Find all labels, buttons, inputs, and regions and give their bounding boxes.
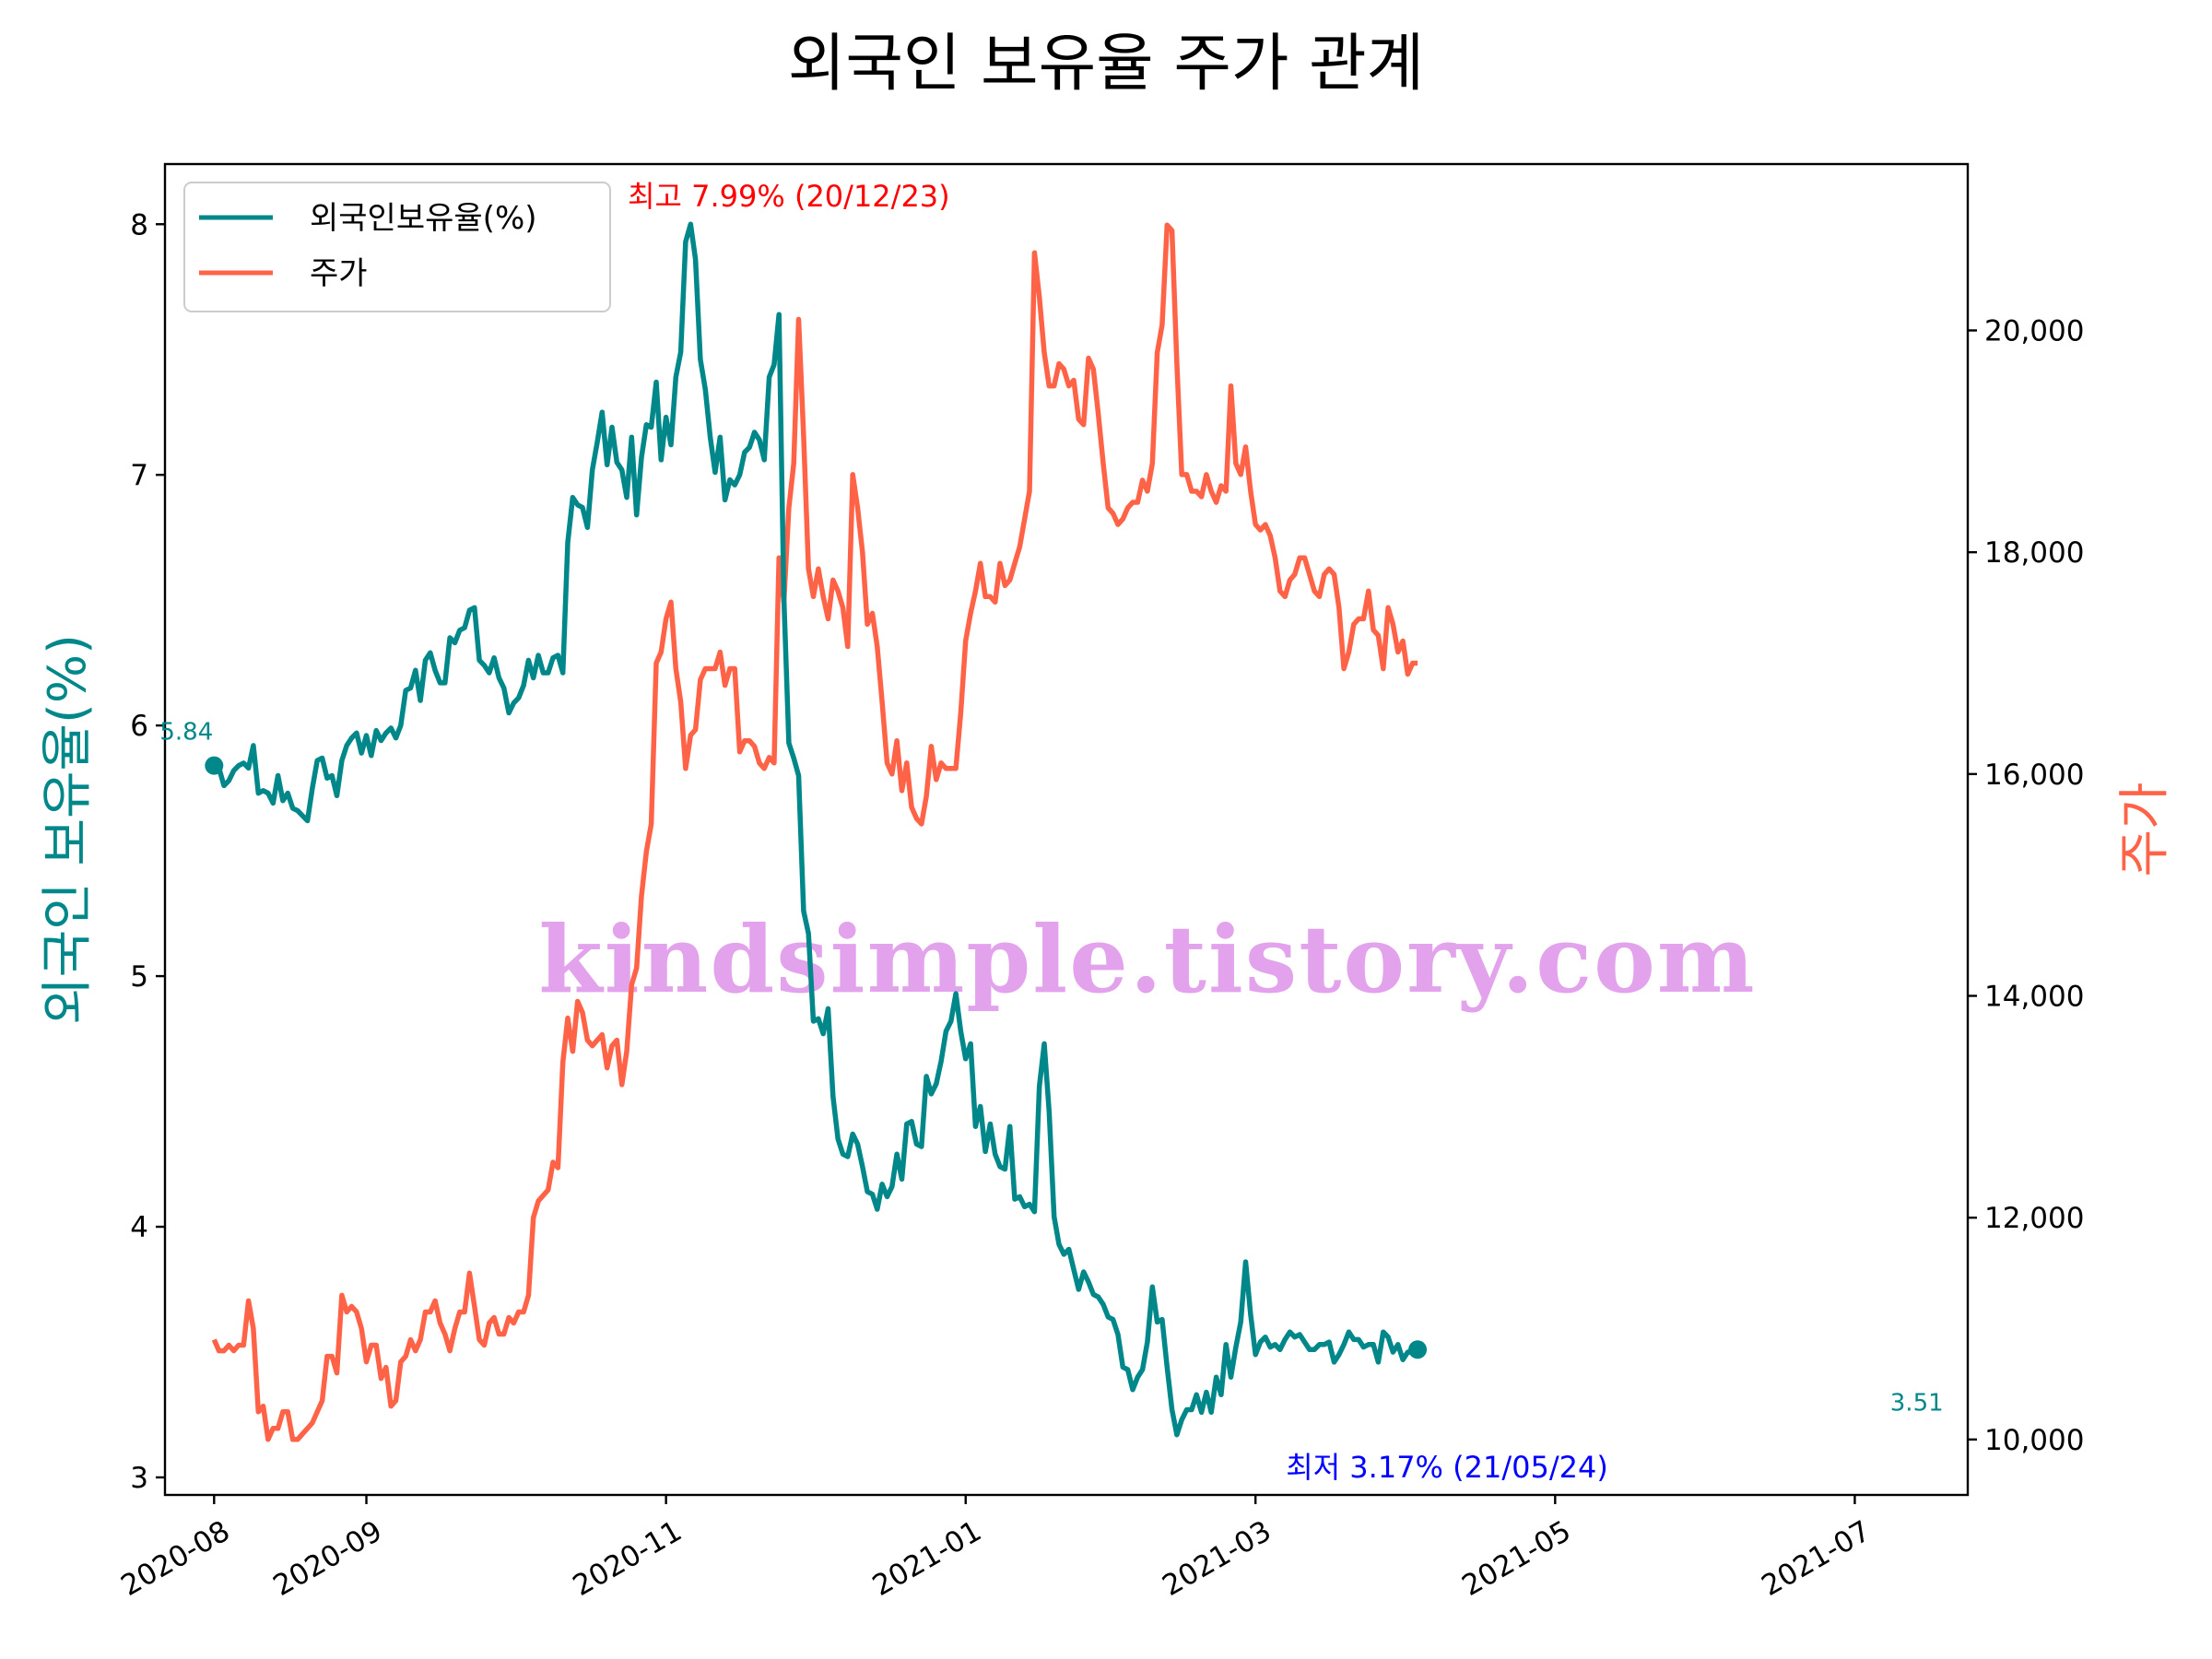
annotation-min: 최저 3.17% (21/05/24) <box>1286 1450 1608 1485</box>
annotation-end: 3.51 <box>1890 1389 1944 1417</box>
annotation-max: 최고 7.99% (20/12/23) <box>628 179 950 214</box>
annotation-start: 5.84 <box>159 719 213 747</box>
y-right-tick-label: 16,000 <box>1984 759 2084 792</box>
y-left-tick-label: 8 <box>130 208 148 241</box>
y-left-tick-label: 4 <box>130 1211 148 1244</box>
x-tick-label: 2020-08 <box>115 1514 235 1603</box>
y-right-tick-label: 18,000 <box>1984 536 2084 570</box>
legend: 외국인보유율(%) 주가 <box>183 182 611 312</box>
x-tick-label: 2020-09 <box>268 1514 388 1603</box>
x-tick-label: 2021-05 <box>1456 1514 1576 1603</box>
x-tick-label: 2021-03 <box>1157 1514 1277 1603</box>
y-right-axis-label: 주가 <box>2115 782 2175 877</box>
y-right-tick-label: 20,000 <box>1984 315 2084 348</box>
y-left-tick-label: 6 <box>130 710 148 743</box>
y-right-tick-label: 12,000 <box>1984 1202 2084 1235</box>
start-point-marker <box>205 756 224 775</box>
y-left-tick-label: 3 <box>130 1462 148 1495</box>
legend-label-ownership: 외국인보유율(%) <box>310 200 537 237</box>
y-left-axis-label: 외국인 보유율(%) <box>38 634 98 1025</box>
chart-title: 외국인 보유율 주가 관계 <box>788 28 1424 100</box>
x-tick-label: 2021-07 <box>1756 1514 1876 1603</box>
legend-box <box>183 182 611 312</box>
y-right-tick-label: 14,000 <box>1984 981 2084 1014</box>
y-left-tick-label: 7 <box>130 459 148 492</box>
watermark-text: kindsimple.tistory.com <box>538 905 1756 1014</box>
y-right-tick-label: 10,000 <box>1984 1424 2084 1457</box>
end-point-marker <box>1408 1340 1428 1359</box>
plot-frame <box>163 162 1970 1497</box>
x-tick-label: 2020-11 <box>568 1514 688 1603</box>
price-line <box>211 222 1418 1442</box>
x-tick-label: 2021-01 <box>867 1514 987 1603</box>
y-left-tick-label: 5 <box>130 960 148 994</box>
ownership-line <box>213 221 1419 1438</box>
legend-label-price: 주가 <box>310 255 368 292</box>
